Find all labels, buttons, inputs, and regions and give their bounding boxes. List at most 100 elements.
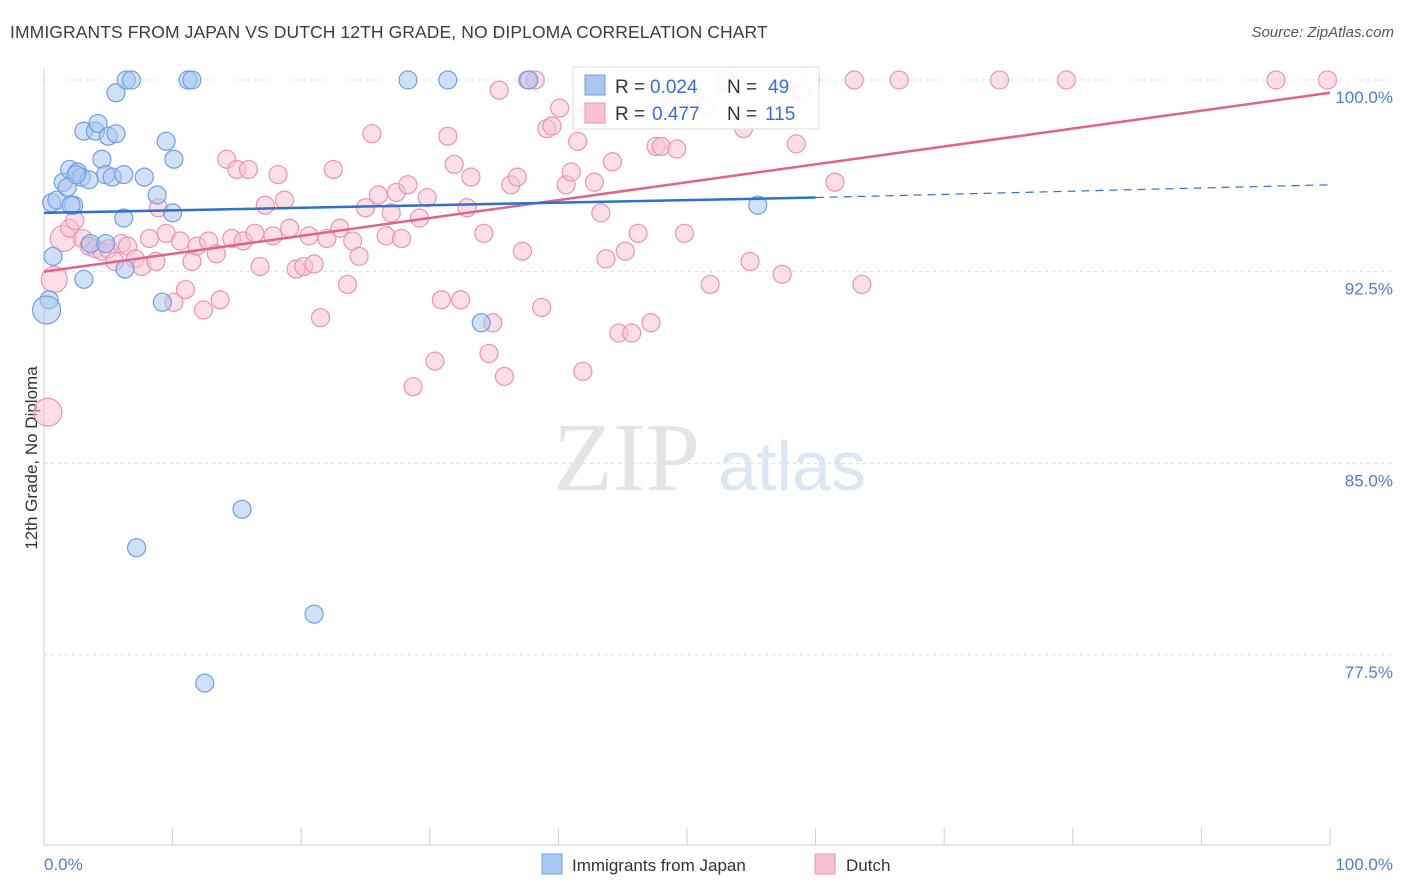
japan-point (164, 149, 184, 169)
dutch-point (489, 80, 509, 100)
legend-swatch-japan (584, 74, 606, 96)
dutch-point (844, 70, 864, 90)
japan-trend-extension (815, 184, 1331, 199)
dutch-point (425, 351, 445, 371)
dutch-point (323, 159, 343, 180)
dutch-point (238, 159, 259, 180)
y-tick-labels: 100.0% 92.5% 85.0% 77.5% (1335, 88, 1393, 682)
dutch-point (403, 377, 423, 397)
dutch-point (268, 164, 288, 185)
dutch-point (591, 203, 611, 223)
dutch-point (175, 279, 196, 300)
dutch-point (507, 167, 527, 187)
dutch-point (602, 152, 623, 172)
legend-n-label-dutch: N = (727, 104, 757, 125)
series-legend: Immigrants from Japan Dutch (541, 853, 890, 875)
dutch-point (1056, 70, 1076, 90)
japan-point (126, 538, 147, 558)
dutch-point (349, 246, 369, 266)
dutch-point (641, 313, 661, 333)
series-legend-label-dutch: Dutch (846, 856, 890, 875)
x-tick-label-right: 100.0% (1335, 855, 1393, 874)
dutch-point (193, 300, 214, 320)
dutch-point (700, 274, 720, 295)
japan-point (31, 295, 62, 325)
dutch-point (381, 203, 401, 223)
chart-title: IMMIGRANTS FROM JAPAN VS DUTCH 12TH GRAD… (10, 22, 768, 42)
japan-point (74, 269, 94, 289)
dutch-point (615, 241, 635, 261)
watermark-zip: ZIP (553, 404, 700, 512)
dutch-point (550, 98, 570, 118)
watermark-atlas: atlas (718, 427, 866, 505)
dutch-point (255, 195, 275, 215)
japan-point (182, 70, 202, 90)
japan-point (121, 70, 142, 90)
japan-point (106, 124, 126, 144)
dutch-point (444, 154, 464, 174)
dutch-point (479, 343, 499, 364)
japan-point (163, 203, 183, 223)
dutch-point (337, 274, 358, 295)
dutch-point (438, 126, 458, 146)
dutch-point (740, 251, 760, 272)
japan-point (114, 164, 134, 185)
japan-point (43, 246, 63, 266)
dutch-point (310, 308, 331, 328)
y-tick-label: 100.0% (1335, 88, 1393, 107)
dutch-point (772, 264, 792, 284)
dutch-point (596, 249, 616, 269)
japan-point (232, 499, 252, 519)
chart-source: Source: ZipAtlas.com (1251, 24, 1394, 41)
dutch-point (573, 361, 593, 381)
dutch-point (274, 190, 295, 210)
y-tick-label: 92.5% (1345, 280, 1393, 299)
dutch-point (1266, 70, 1286, 90)
dutch-point (368, 185, 388, 205)
dutch-point (512, 241, 532, 261)
dutch-point (451, 290, 471, 310)
legend-r-label-japan: R = (615, 77, 645, 98)
japan-point (61, 195, 81, 215)
dutch-point (584, 172, 605, 192)
japan-point (147, 185, 167, 205)
japan-point (471, 313, 491, 333)
dutch-point (304, 254, 324, 274)
dutch-point (417, 187, 437, 208)
japan-point (304, 604, 324, 624)
japan-point (438, 70, 458, 90)
dutch-point (786, 134, 806, 154)
dutch-point (561, 162, 581, 182)
series-legend-swatch-dutch (814, 853, 836, 875)
dutch-point (474, 223, 494, 243)
legend-n-value-dutch: 115 (765, 104, 795, 125)
x-tick-marks (172, 828, 1331, 845)
japan-point (398, 70, 418, 90)
dutch-point (568, 131, 588, 151)
japan-point (115, 259, 135, 279)
dutch-point (542, 116, 562, 136)
dutch-point (667, 139, 687, 159)
series-legend-swatch-japan (541, 853, 563, 875)
japan-point (152, 292, 172, 312)
watermark: ZIP atlas (553, 404, 866, 512)
dutch-point (245, 223, 265, 243)
dutch-point (825, 172, 845, 192)
japan-point (156, 131, 176, 151)
trend-lines (43, 91, 1331, 273)
legend-n-label-japan: N = (727, 77, 757, 98)
dutch-point (1317, 70, 1338, 90)
dutch-trend-line (43, 91, 1331, 273)
y-axis-label: 12th Grade, No Diploma (22, 366, 41, 550)
japan-points (31, 70, 768, 693)
dutch-point (398, 175, 418, 195)
japan-trend-line (43, 196, 816, 215)
japan-point (748, 195, 768, 215)
dutch-point (280, 218, 300, 238)
dutch-point (431, 290, 451, 310)
x-tick-label-left: 0.0% (44, 855, 83, 874)
dutch-point (622, 323, 642, 343)
dutch-point (210, 290, 230, 310)
dutch-point (33, 397, 63, 427)
